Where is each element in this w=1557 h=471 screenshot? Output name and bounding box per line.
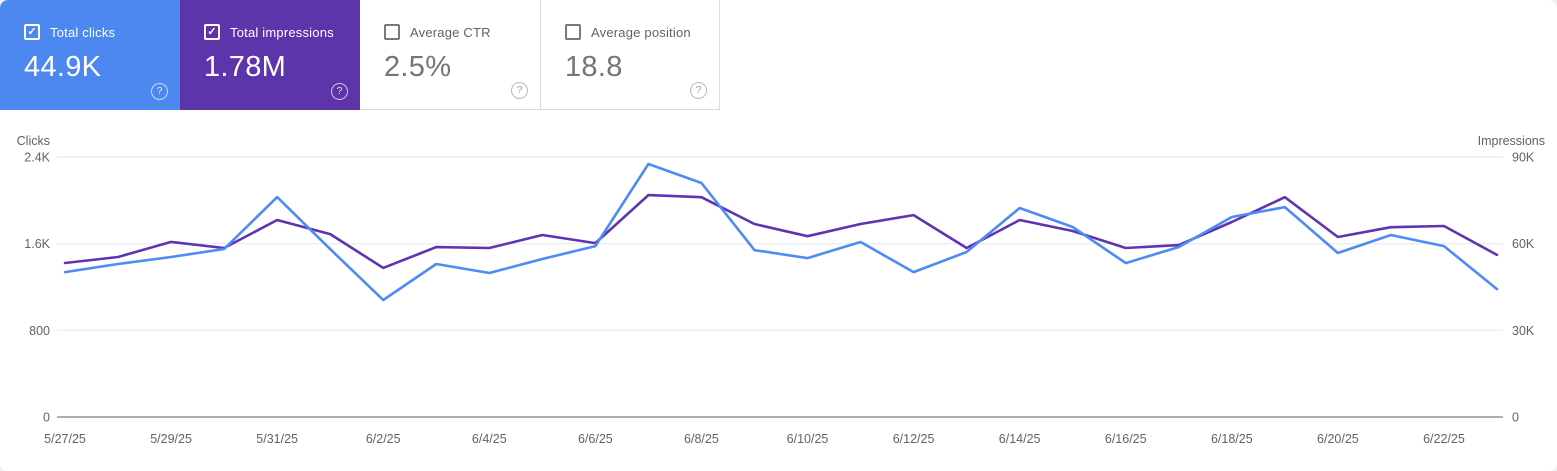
svg-text:6/16/25: 6/16/25 xyxy=(1105,432,1147,446)
svg-text:6/20/25: 6/20/25 xyxy=(1317,432,1359,446)
svg-text:Impressions: Impressions xyxy=(1478,134,1545,148)
average-ctr-checkbox[interactable] xyxy=(384,24,400,40)
total-clicks-checkbox[interactable]: ✓ xyxy=(24,24,40,40)
svg-text:0: 0 xyxy=(43,411,50,425)
svg-text:6/22/25: 6/22/25 xyxy=(1423,432,1465,446)
chart-area[interactable]: 0 0 800 30K 1.6K 60K 2.4K 90K Clicks Impressions 5… xyxy=(0,110,1557,471)
svg-text:5/31/25: 5/31/25 xyxy=(256,432,298,446)
metric-cards-row: ✓ Total clicks 44.9K ? ✓ Total impressio… xyxy=(0,0,1557,110)
metric-card-average-ctr[interactable]: Average CTR 2.5% ? xyxy=(360,0,540,110)
checkmark-icon: ✓ xyxy=(27,25,37,38)
metric-card-value: 1.78M xyxy=(204,51,287,83)
total-impressions-checkbox[interactable]: ✓ xyxy=(204,24,220,40)
performance-chart[interactable]: 0 0 800 30K 1.6K 60K 2.4K 90K Clicks Impressions 5… xyxy=(0,110,1557,471)
metric-card-value: 18.8 xyxy=(565,51,623,83)
checkmark-icon: ✓ xyxy=(207,25,217,38)
metric-card-header: ✓ Total impressions xyxy=(204,24,346,40)
average-position-checkbox[interactable] xyxy=(565,24,581,40)
help-icon[interactable]: ? xyxy=(151,83,168,100)
metric-card-label: Average CTR xyxy=(410,24,491,40)
svg-text:30K: 30K xyxy=(1512,324,1535,338)
metric-card-header: Average position xyxy=(565,24,705,40)
help-icon[interactable]: ? xyxy=(511,82,528,99)
svg-text:6/18/25: 6/18/25 xyxy=(1211,432,1253,446)
metric-card-total-clicks[interactable]: ✓ Total clicks 44.9K ? xyxy=(0,0,180,110)
metric-card-average-position[interactable]: Average position 18.8 ? xyxy=(540,0,720,110)
metric-card-value: 44.9K xyxy=(24,51,102,83)
help-icon[interactable]: ? xyxy=(331,83,348,100)
svg-text:0: 0 xyxy=(1512,411,1519,425)
svg-text:2.4K: 2.4K xyxy=(24,151,50,165)
metric-card-total-impressions[interactable]: ✓ Total impressions 1.78M ? xyxy=(180,0,360,110)
metric-card-value: 2.5% xyxy=(384,51,452,83)
svg-text:5/29/25: 5/29/25 xyxy=(150,432,192,446)
svg-text:Clicks: Clicks xyxy=(17,134,50,148)
svg-text:6/10/25: 6/10/25 xyxy=(787,432,829,446)
help-icon[interactable]: ? xyxy=(690,82,707,99)
metric-card-header: Average CTR xyxy=(384,24,526,40)
svg-text:800: 800 xyxy=(29,324,50,338)
svg-text:90K: 90K xyxy=(1512,151,1535,165)
metric-card-header: ✓ Total clicks xyxy=(24,24,166,40)
svg-text:6/4/25: 6/4/25 xyxy=(472,432,507,446)
metric-card-label: Total impressions xyxy=(230,24,334,40)
metric-card-label: Average position xyxy=(591,24,691,40)
svg-text:6/2/25: 6/2/25 xyxy=(366,432,401,446)
svg-text:5/27/25: 5/27/25 xyxy=(44,432,86,446)
svg-text:6/12/25: 6/12/25 xyxy=(893,432,935,446)
svg-text:6/6/25: 6/6/25 xyxy=(578,432,613,446)
svg-text:1.6K: 1.6K xyxy=(24,237,50,251)
svg-text:6/8/25: 6/8/25 xyxy=(684,432,719,446)
metric-card-label: Total clicks xyxy=(50,24,116,40)
svg-text:60K: 60K xyxy=(1512,237,1535,251)
svg-text:6/14/25: 6/14/25 xyxy=(999,432,1041,446)
